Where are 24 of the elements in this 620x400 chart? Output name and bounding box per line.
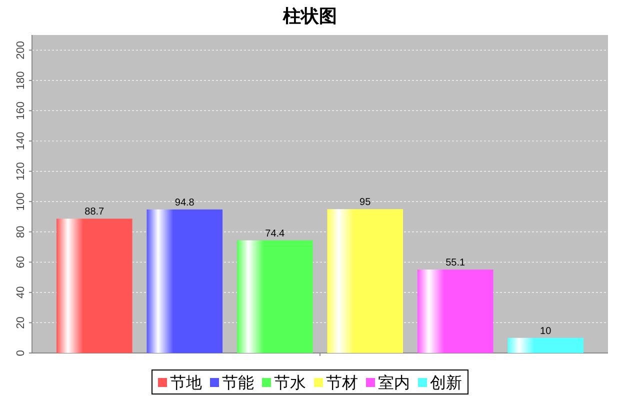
y-tick-label: 120	[15, 162, 27, 180]
legend-label: 室内	[378, 374, 410, 392]
y-tick-label: 80	[15, 226, 27, 238]
y-tick-label: 60	[15, 256, 27, 268]
legend-label: 节地	[170, 374, 202, 392]
data-label: 55.1	[446, 258, 466, 269]
legend-label: 节能	[222, 374, 254, 392]
y-tick-label: 200	[15, 40, 27, 60]
legend-label: 节水	[274, 374, 306, 392]
y-tick-label: 100	[15, 192, 27, 211]
y-tick-label: 180	[15, 71, 27, 90]
y-tick-label: 20	[15, 316, 27, 329]
data-label: 74.4	[265, 228, 286, 240]
y-tick-label: 40	[15, 286, 27, 299]
legend-label: 节材	[326, 374, 358, 392]
y-tick-label: 0	[15, 350, 27, 356]
data-label: 94.8	[174, 197, 195, 208]
data-label: 10	[540, 326, 552, 337]
chart-title: 柱状图	[282, 6, 337, 26]
data-label: 88.7	[84, 206, 105, 218]
y-tick-label: 140	[15, 132, 27, 150]
data-label: 95	[360, 197, 372, 208]
legend-label: 创新	[430, 374, 462, 392]
y-tick-label: 160	[15, 102, 27, 120]
